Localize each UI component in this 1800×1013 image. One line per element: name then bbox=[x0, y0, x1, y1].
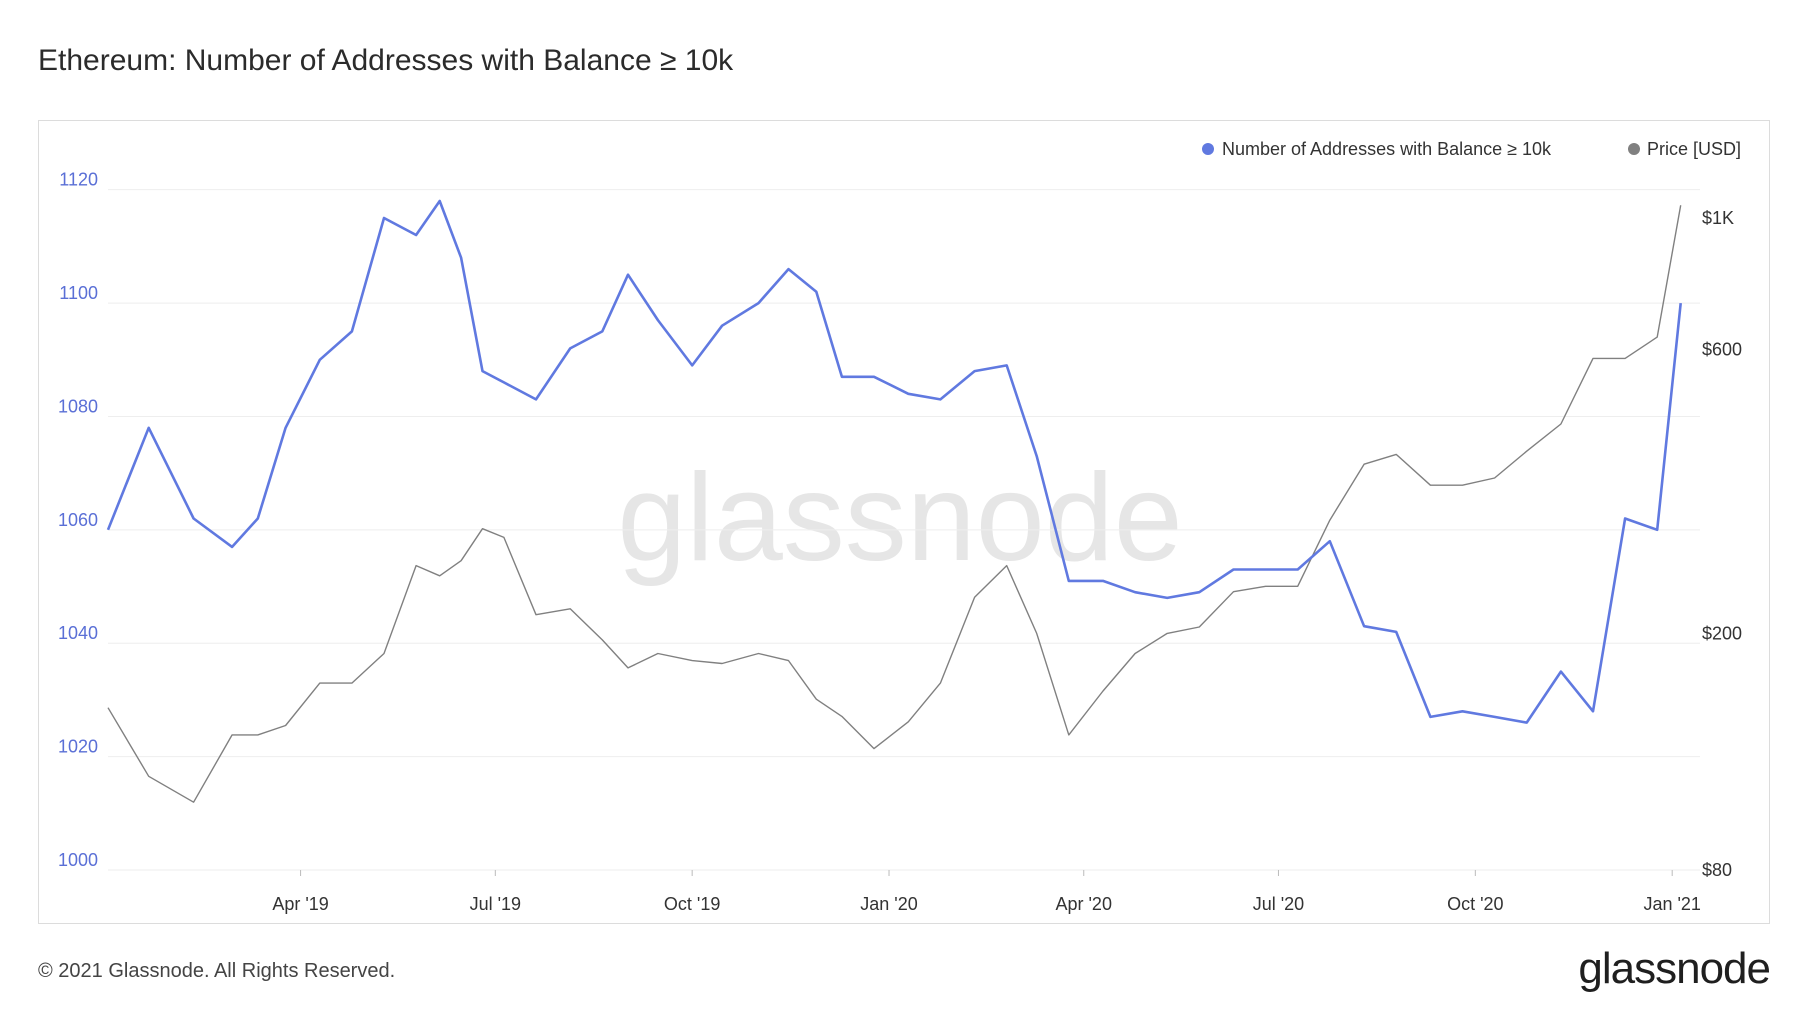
copyright: © 2021 Glassnode. All Rights Reserved. bbox=[38, 960, 396, 982]
right-tick-label: $1K bbox=[1702, 208, 1734, 228]
x-tick-label: Jan '21 bbox=[1643, 894, 1700, 914]
right-tick-label: $200 bbox=[1702, 623, 1742, 643]
left-tick-label: 1080 bbox=[58, 396, 98, 416]
left-tick-label: 1120 bbox=[59, 170, 98, 190]
right-tick-label: $600 bbox=[1702, 340, 1742, 360]
series-layer bbox=[106, 199, 1682, 803]
left-tick-label: 1000 bbox=[58, 850, 98, 870]
x-tick-label: Oct '19 bbox=[664, 894, 720, 914]
right-axis: $80 $200 $600 $1K bbox=[1702, 208, 1742, 880]
x-tick-label: Jul '20 bbox=[1253, 894, 1304, 914]
left-tick-label: 1020 bbox=[58, 737, 98, 757]
watermark: glassnode bbox=[617, 449, 1182, 587]
left-tick-label: 1040 bbox=[58, 623, 98, 643]
legend-label-addresses: Number of Addresses with Balance ≥ 10k bbox=[1222, 139, 1552, 159]
grid-lines bbox=[108, 189, 1700, 871]
price-line bbox=[107, 205, 1682, 803]
left-tick-label: 1060 bbox=[58, 510, 98, 530]
x-axis: Apr '19 Jul '19 Oct '19 Jan '20 Apr '20 Jul '… bbox=[272, 870, 1701, 914]
x-tick-label: Apr '19 bbox=[272, 894, 328, 914]
x-tick-label: Apr '20 bbox=[1055, 894, 1111, 914]
left-axis: 1000 1020 1040 1060 1080 1100 1120 bbox=[58, 170, 98, 870]
legend-marker-price bbox=[1628, 143, 1640, 155]
x-tick-label: Jul '19 bbox=[470, 894, 521, 914]
x-tick-label: Jan '20 bbox=[860, 894, 917, 914]
chart-title: Ethereum: Number of Addresses with Balan… bbox=[38, 44, 734, 77]
legend-marker-addresses bbox=[1202, 143, 1214, 155]
x-tick-label: Oct '20 bbox=[1447, 894, 1503, 914]
addresses-line bbox=[106, 199, 1682, 724]
brand-logo: glassnode bbox=[1578, 944, 1771, 993]
left-tick-label: 1100 bbox=[59, 283, 98, 303]
legend: Number of Addresses with Balance ≥ 10k Pr… bbox=[1202, 139, 1741, 159]
legend-label-price: Price [USD] bbox=[1647, 139, 1741, 159]
right-tick-label: $80 bbox=[1702, 860, 1732, 880]
chart-frame bbox=[38, 120, 1770, 924]
